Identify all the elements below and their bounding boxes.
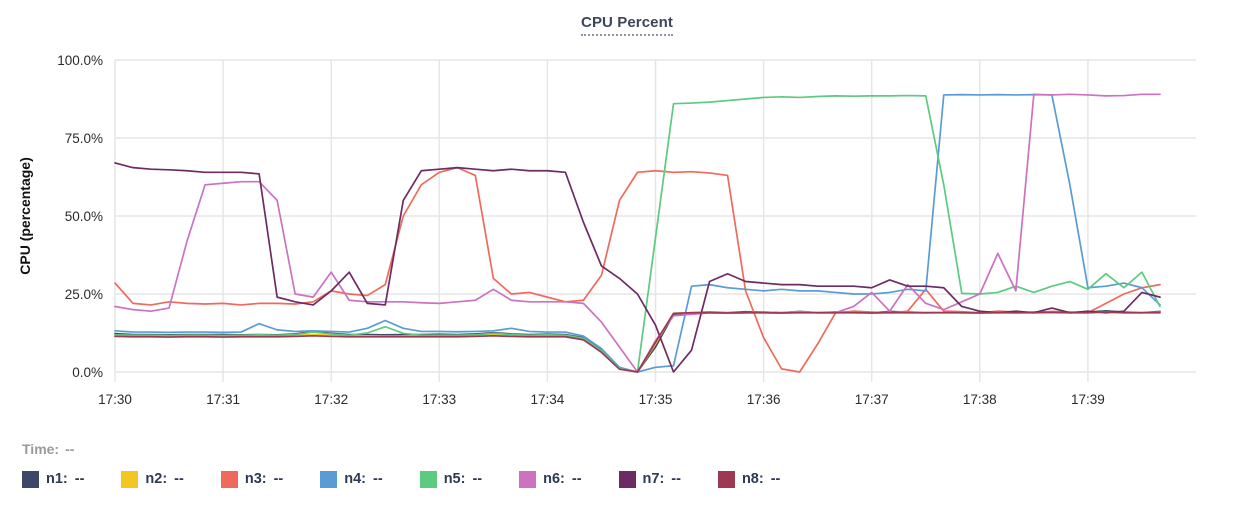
legend-item-n8[interactable]: n8: -- xyxy=(717,470,781,488)
series-lines xyxy=(114,93,1161,373)
legend-label-n1: n1: xyxy=(46,471,68,487)
series-line-n4 xyxy=(114,93,1161,373)
series-line-n3 xyxy=(114,166,1161,373)
time-value: -- xyxy=(65,441,75,457)
x-tick-label: 17:39 xyxy=(1071,392,1105,407)
legend-swatch-n3 xyxy=(220,470,238,488)
y-axis-title: CPU (percentage) xyxy=(17,157,33,274)
legend-label-n6: n6: xyxy=(543,471,565,487)
legend-value-n2: -- xyxy=(174,471,184,487)
legend-label-n5: n5: xyxy=(443,471,466,487)
x-tick-label: 17:33 xyxy=(422,392,456,407)
series-line-n7 xyxy=(114,162,1161,373)
legend-item-n4[interactable]: n4: -- xyxy=(320,470,383,488)
legend-swatch-n1 xyxy=(22,470,39,488)
legend-value-n6: -- xyxy=(571,471,582,487)
x-tick-label: 17:30 xyxy=(98,392,132,407)
grid-lines xyxy=(114,59,1196,382)
series-line-n6 xyxy=(114,93,1161,373)
y-axis-tick-labels: 0.0% 25.0% 50.0% 75.0% 100.0% xyxy=(57,53,103,380)
chart-legend: Time: -- n1: -- n2: -- n3: -- n4: -- n5: -- n6: -- n7… xyxy=(0,436,1254,496)
legend-swatch-n4 xyxy=(320,470,338,488)
x-tick-label: 17:31 xyxy=(206,392,240,407)
legend-item-n2[interactable]: n2: -- xyxy=(121,470,184,488)
legend-value-n8: -- xyxy=(770,471,781,487)
x-tick-label: 17:36 xyxy=(747,392,781,407)
legend-value-n4: -- xyxy=(373,471,383,487)
legend-item-n1[interactable]: n1: -- xyxy=(22,470,85,488)
legend-time-row: Time: -- xyxy=(0,436,1254,462)
legend-item-n5[interactable]: n5: -- xyxy=(419,470,483,488)
y-tick-label: 100.0% xyxy=(57,53,103,68)
x-tick-label: 17:34 xyxy=(531,392,565,407)
y-tick-label: 50.0% xyxy=(65,209,103,224)
x-tick-label: 17:32 xyxy=(314,392,348,407)
legend-item-n3[interactable]: n3: -- xyxy=(220,470,284,488)
legend-item-n7[interactable]: n7: -- xyxy=(618,470,681,488)
legend-label-n7: n7: xyxy=(642,471,665,487)
x-tick-label: 17:38 xyxy=(963,392,997,407)
chart-title-text: CPU Percent xyxy=(581,14,673,36)
time-label: Time: xyxy=(22,441,60,457)
legend-swatch-n6 xyxy=(519,470,537,488)
legend-label-n3: n3: xyxy=(244,471,267,487)
legend-label-n4: n4: xyxy=(344,471,367,487)
y-tick-label: 0.0% xyxy=(72,365,103,380)
legend-items: n1: -- n2: -- n3: -- n4: -- n5: -- n6: -- n7: -- n8: -- xyxy=(0,462,1254,496)
y-tick-label: 25.0% xyxy=(65,287,103,302)
chart-plot-area: 0.0%25.0%50.0%75.0%100.0% 17:30 17:31 17:3… xyxy=(17,53,1196,407)
legend-label-n8: n8: xyxy=(741,471,764,487)
series-line-n1 xyxy=(114,310,1161,373)
legend-swatch-n8 xyxy=(717,470,735,488)
y-tick-label: 75.0% xyxy=(65,131,103,146)
chart-title: CPU Percent xyxy=(0,14,1254,36)
legend-swatch-n2 xyxy=(121,470,139,488)
legend-value-n5: -- xyxy=(472,471,483,487)
x-tick-label: 17:35 xyxy=(639,392,673,407)
legend-value-n1: -- xyxy=(74,471,85,487)
series-line-n2 xyxy=(114,311,1161,373)
legend-value-n3: -- xyxy=(273,471,284,487)
legend-swatch-n5 xyxy=(419,470,437,488)
legend-swatch-n7 xyxy=(618,470,636,488)
x-axis-tick-labels: 17:30 17:31 17:32 17:33 17:34 17:35 17:36 17:37… xyxy=(98,392,1105,407)
series-line-n5 xyxy=(114,94,1161,373)
x-tick-label: 17:37 xyxy=(855,392,889,407)
series-line-n8 xyxy=(114,311,1161,373)
legend-label-n2: n2: xyxy=(145,471,168,487)
legend-value-n7: -- xyxy=(671,471,681,487)
legend-item-n6[interactable]: n6: -- xyxy=(519,470,582,488)
